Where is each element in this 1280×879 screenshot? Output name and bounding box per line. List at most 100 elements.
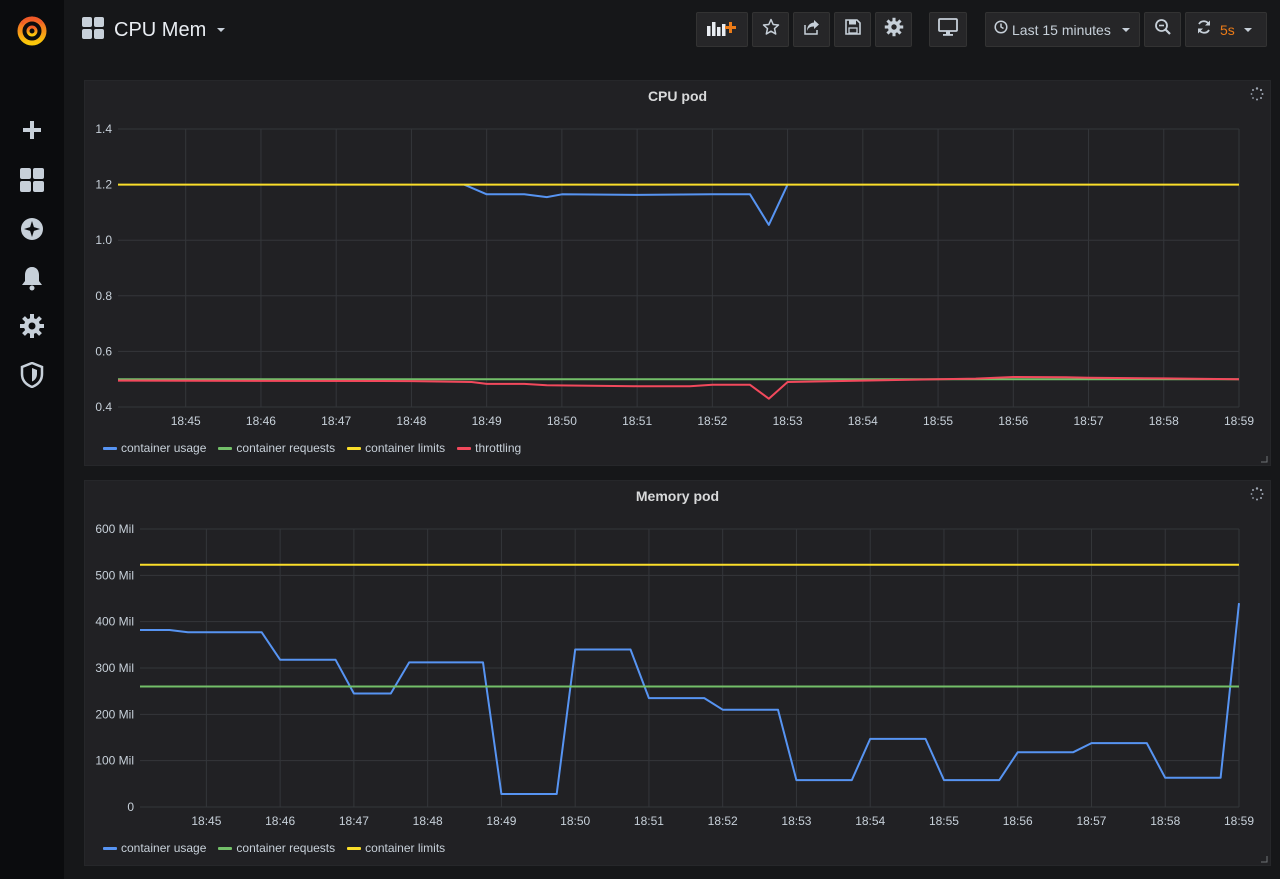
legend-swatch: [103, 846, 117, 850]
x-tick-label: 18:58: [1149, 414, 1179, 428]
x-tick-label: 18:47: [339, 814, 369, 828]
cycle-view-mode-button[interactable]: [929, 12, 967, 47]
y-tick-label: 1.4: [95, 122, 112, 136]
x-tick-label: 18:50: [560, 814, 590, 828]
x-tick-label: 18:56: [1003, 814, 1033, 828]
x-tick-label: 18:49: [486, 814, 516, 828]
y-tick-label: 1.2: [95, 178, 112, 192]
x-tick-label: 18:52: [697, 414, 727, 428]
legend-swatch: [103, 446, 117, 450]
legend-item-container-limits[interactable]: container limits: [347, 441, 445, 455]
dashboard-title-button[interactable]: CPU Mem: [82, 14, 226, 46]
x-tick-label: 18:49: [472, 414, 502, 428]
x-tick-label: 18:48: [396, 414, 426, 428]
legend-swatch: [218, 446, 233, 450]
y-tick-label: 200 Mil: [95, 707, 134, 721]
y-tick-label: 0: [127, 800, 134, 814]
server-admin-shield-icon[interactable]: [12, 355, 52, 395]
y-tick-label: 100 Mil: [95, 754, 134, 768]
legend-item-container-requests[interactable]: container requests: [218, 441, 335, 455]
x-tick-label: 18:57: [1074, 414, 1104, 428]
refresh-icon: [1196, 19, 1212, 40]
side-menu: [0, 0, 64, 879]
x-tick-label: 18:52: [708, 814, 738, 828]
x-tick-label: 18:51: [634, 814, 664, 828]
refresh-interval-label: 5s: [1220, 21, 1235, 38]
x-tick-label: 18:58: [1150, 814, 1180, 828]
x-tick-label: 18:55: [923, 414, 953, 428]
star-icon: [762, 18, 780, 41]
x-tick-label: 18:50: [547, 414, 577, 428]
legend-item-container-limits[interactable]: container limits: [347, 841, 445, 855]
caret-down-icon: [1243, 21, 1253, 39]
series-line-container-usage[interactable]: [463, 183, 789, 226]
legend-swatch: [218, 846, 233, 850]
dashboards-icon[interactable]: [12, 160, 52, 200]
legend-label: container limits: [365, 841, 446, 855]
save-dashboard-button[interactable]: [834, 12, 871, 47]
legend-item-throttling[interactable]: throttling: [457, 441, 521, 455]
x-tick-label: 18:59: [1224, 814, 1254, 828]
x-tick-label: 18:55: [929, 814, 959, 828]
y-tick-label: 300 Mil: [95, 661, 134, 675]
add-panel-icon: [707, 18, 737, 41]
zoom-out-button[interactable]: [1144, 12, 1181, 47]
dashboard-settings-button[interactable]: [875, 12, 912, 47]
loading-spinner-icon: [1250, 487, 1264, 501]
series-line-throttling[interactable]: [117, 376, 1240, 400]
y-tick-label: 0.6: [95, 344, 112, 358]
clock-icon: [994, 20, 1008, 39]
legend-label: container requests: [236, 841, 336, 855]
panel-title[interactable]: Memory pod: [635, 488, 720, 504]
caret-down-icon: [1121, 21, 1131, 39]
zoom-out-magnifier-icon: [1154, 18, 1172, 41]
share-dashboard-button[interactable]: [793, 12, 830, 47]
time-range-label: Last 15 minutes: [1012, 21, 1111, 38]
cpu-legend: container usage container requests conta…: [103, 441, 521, 455]
monitor-icon: [938, 18, 958, 41]
x-tick-label: 18:54: [855, 814, 885, 828]
loading-spinner-icon: [1250, 87, 1264, 101]
legend-item-container-requests[interactable]: container requests: [218, 841, 335, 855]
x-tick-label: 18:57: [1076, 814, 1106, 828]
cpu-pod-graph[interactable]: 0.4 0.6 0.8 1.0 1.2 1.4 18:45 18:46 18:47 18:48 18…: [85, 81, 1272, 467]
x-tick-label: 18:51: [622, 414, 652, 428]
x-tick-label: 18:53: [773, 414, 803, 428]
configuration-gear-icon[interactable]: [12, 306, 52, 346]
series-line-container-usage[interactable]: [140, 602, 1240, 795]
panel-resize-handle[interactable]: [1260, 455, 1268, 463]
explore-compass-icon[interactable]: [12, 209, 52, 249]
settings-gear-icon: [884, 17, 904, 42]
refresh-picker[interactable]: 5s: [1185, 12, 1267, 47]
legend-label: container usage: [121, 841, 207, 855]
legend-swatch: [347, 846, 362, 850]
legend-item-container-usage[interactable]: container usage: [103, 441, 206, 455]
panel-resize-handle[interactable]: [1260, 855, 1268, 863]
x-tick-label: 18:56: [998, 414, 1028, 428]
legend-swatch: [457, 446, 472, 450]
dashboard-navbar: CPU Mem: [64, 0, 1280, 62]
alerting-bell-icon[interactable]: [12, 258, 52, 298]
y-tick-label: 0.8: [95, 289, 112, 303]
dashboard-title: CPU Mem: [114, 18, 207, 41]
legend-swatch: [347, 446, 362, 450]
time-range-picker[interactable]: Last 15 minutes: [985, 12, 1140, 47]
panel-title[interactable]: CPU pod: [647, 88, 708, 104]
x-tick-label: 18:59: [1224, 414, 1254, 428]
x-tick-label: 18:53: [781, 814, 811, 828]
x-tick-label: 18:45: [171, 414, 201, 428]
legend-label: container usage: [121, 441, 207, 455]
x-tick-label: 18:46: [246, 414, 276, 428]
save-floppy-icon: [844, 18, 862, 41]
star-dashboard-button[interactable]: [752, 12, 789, 47]
grafana-logo-icon[interactable]: [12, 10, 52, 50]
plus-icon[interactable]: [12, 110, 52, 150]
memory-pod-graph[interactable]: 0 100 Mil 200 Mil 300 Mil 400 Mil 500 Mil 600 …: [85, 481, 1272, 867]
add-panel-button[interactable]: [696, 12, 748, 47]
share-icon: [803, 18, 821, 41]
memory-pod-panel: Memory pod 0 100 Mil 200 Mil 300 Mil 400 Mil…: [84, 480, 1271, 866]
x-tick-label: 18:54: [848, 414, 878, 428]
memory-legend: container usage container requests conta…: [103, 841, 445, 855]
y-tick-label: 400 Mil: [95, 615, 134, 629]
legend-item-container-usage[interactable]: container usage: [103, 841, 206, 855]
